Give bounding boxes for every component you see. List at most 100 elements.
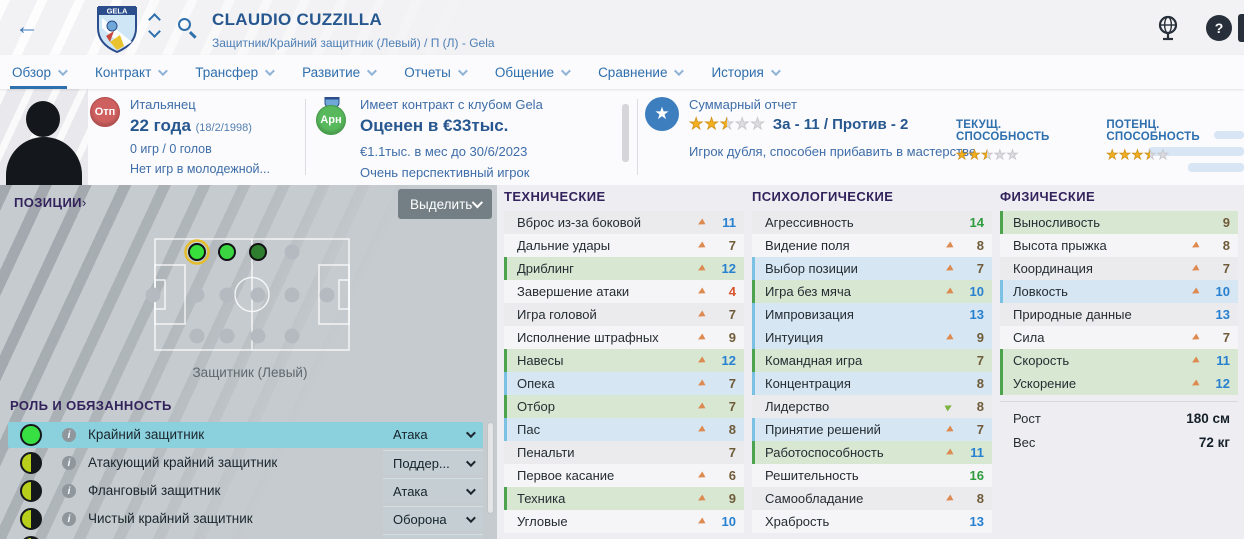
role-row[interactable]: i Чистый крайний защитник Оборона <box>8 506 483 532</box>
position-dot-natural <box>218 243 236 261</box>
club-crest-gela[interactable]: GELA <box>94 2 140 59</box>
continue-button-edge[interactable] <box>1238 14 1244 42</box>
tab-Сравнение[interactable]: Сравнение <box>598 55 685 89</box>
attribute-value: 13 <box>969 307 984 322</box>
duty-dropdown[interactable]: Атака <box>383 478 483 503</box>
attribute-label: Работоспособность <box>765 445 884 460</box>
role-row[interactable]: i Атакующий крайний защитник Поддер... <box>8 450 483 476</box>
attribute-value: 12 <box>721 261 736 276</box>
attribute-label: Агрессивность <box>765 215 854 230</box>
info-icon[interactable]: i <box>62 428 76 442</box>
attribute-declining-arrow-icon: ◄ <box>693 352 709 369</box>
tab-Развитие[interactable]: Развитие <box>302 55 378 89</box>
attribute-value: 9 <box>728 330 736 345</box>
scrollbar-thumb[interactable] <box>487 422 494 514</box>
star-empty-icon: ★ <box>1156 147 1169 162</box>
attribute-declining-arrow-icon: ◄ <box>941 237 957 254</box>
attribute-declining-arrow-icon: ◄ <box>941 421 957 438</box>
info-icon[interactable]: i <box>62 512 76 526</box>
chevron-down-icon[interactable] <box>148 25 161 38</box>
attribute-row: Техника ◄ 9 <box>504 487 744 510</box>
star-circle-icon: ★ <box>645 97 679 131</box>
decor-bar <box>1188 163 1244 172</box>
status-badge-red[interactable]: Отп <box>90 97 120 127</box>
globe-icon[interactable] <box>1156 15 1180 41</box>
player-prev-next-stepper[interactable] <box>148 13 161 38</box>
tab-Трансфер[interactable]: Трансфер <box>195 55 275 89</box>
potential-ability-label: ПОТЕНЦ. СПОСОБНОСТЬ <box>1106 119 1200 143</box>
divider <box>1000 401 1238 402</box>
attribute-row: Дальние удары ◄ 7 <box>504 234 744 257</box>
attribute-label: Техника <box>517 491 566 506</box>
chevron-down-icon <box>457 65 468 76</box>
duty-dropdown[interactable]: Оборона <box>383 506 483 531</box>
star-full-icon: ★ <box>1119 147 1131 162</box>
duty-value: Атака <box>393 483 428 499</box>
attribute-label: Выбор позиции <box>765 261 858 276</box>
duty-dropdown[interactable]: Атака <box>383 422 483 447</box>
player-photo-placeholder[interactable] <box>0 89 88 185</box>
tab-Отчеты[interactable]: Отчеты <box>404 55 468 89</box>
attribute-value: 13 <box>969 514 984 529</box>
chevron-down-icon <box>674 65 685 76</box>
chevron-down-icon <box>465 428 476 439</box>
status-badge-loan[interactable]: Арн <box>316 105 346 135</box>
role-name: Чистый крайний защитник <box>88 511 253 526</box>
wage-expiry-label: €1.1тыс. в мес до 30/6/2023 <box>360 144 528 159</box>
crest-club-text: GELA <box>107 7 128 16</box>
attribute-value: 10 <box>721 514 736 529</box>
attribute-row: Скорость ◄ 11 <box>1000 349 1238 372</box>
attribute-label: Ловкость <box>1013 284 1068 299</box>
chevron-up-icon[interactable] <box>148 13 161 26</box>
attribute-declining-arrow-icon: ◄ <box>941 260 957 277</box>
attribute-row: Отбор ◄ 7 <box>504 395 744 418</box>
attribute-value: 14 <box>969 215 984 230</box>
attribute-label: Дриблинг <box>517 261 574 276</box>
back-arrow-icon[interactable]: ← <box>15 13 39 40</box>
duty-dropdown[interactable] <box>383 534 483 539</box>
help-icon[interactable]: ? <box>1206 14 1232 41</box>
attribute-label: Отбор <box>517 399 555 414</box>
info-icon[interactable]: i <box>62 456 76 470</box>
attribute-declining-arrow-icon: ◄ <box>693 375 709 392</box>
tab-Обзор[interactable]: Обзор <box>10 55 68 89</box>
attribute-value: 13 <box>1215 307 1230 322</box>
attribute-label: Выносливость <box>1013 215 1100 230</box>
attribute-value: 7 <box>976 422 984 437</box>
tab-Общение[interactable]: Общение <box>495 55 571 89</box>
info-icon[interactable]: i <box>62 484 76 498</box>
chevron-down-icon <box>465 512 476 523</box>
weight-row: Вес 72 кг <box>1000 430 1238 454</box>
attribute-value: 4 <box>728 284 736 299</box>
attribute-label: Первое касание <box>517 468 615 483</box>
attribute-value: 16 <box>969 468 984 483</box>
youth-caps-label: Нет игр в молодежной... <box>130 162 270 176</box>
search-icon[interactable] <box>178 18 200 40</box>
position-dot <box>284 244 300 260</box>
attribute-value: 7 <box>728 238 736 253</box>
star-empty-icon: ★ <box>1006 147 1019 162</box>
duty-dropdown[interactable]: Поддер... <box>383 450 483 475</box>
attribute-row: Ловкость ◄ 10 <box>1000 280 1238 303</box>
attribute-label: Скорость <box>1013 353 1070 368</box>
attribute-row: Самообладание ◄ 8 <box>752 487 992 510</box>
role-row[interactable]: i Крайний защитник Атака <box>8 422 483 448</box>
attribute-declining-arrow-icon: ◄ <box>693 329 709 346</box>
role-list: i Крайний защитник Атака i Атакующий крайний… <box>8 422 483 539</box>
attribute-row: Завершение атаки ◄ 4 <box>504 280 744 303</box>
attribute-label: Интуиция <box>765 330 824 345</box>
tab-История[interactable]: История <box>711 55 781 89</box>
attribute-value: 11 <box>970 445 984 460</box>
attribute-declining-arrow-icon: ◄ <box>1187 329 1203 346</box>
tab-Контракт[interactable]: Контракт <box>95 55 169 89</box>
role-row[interactable]: i Фланговый защитник Атака <box>8 478 483 504</box>
scrollbar-thumb[interactable] <box>622 104 629 162</box>
attribute-label: Храбрость <box>765 514 830 529</box>
attribute-value: 7 <box>976 353 984 368</box>
attribute-value: 10 <box>969 284 984 299</box>
attribute-row: Выносливость 9 <box>1000 211 1238 234</box>
role-row-partial[interactable] <box>8 534 483 539</box>
highlight-select-button[interactable]: Выделить <box>398 189 492 219</box>
attribute-value: 7 <box>728 307 736 322</box>
